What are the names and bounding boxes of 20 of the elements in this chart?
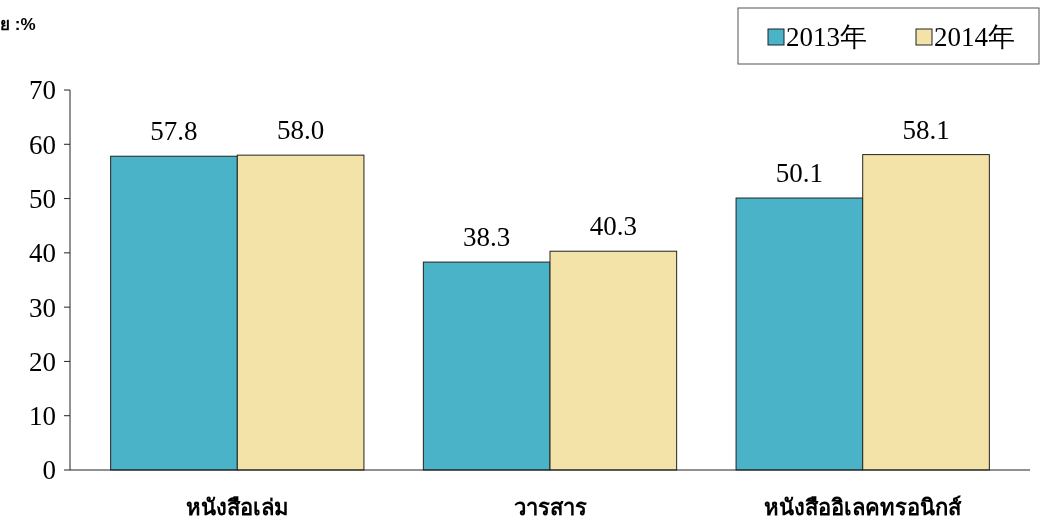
y-axis-title: ย :%: [0, 15, 36, 34]
x-tick-label: วารสาร: [513, 495, 587, 520]
y-tick-label: 70: [29, 75, 56, 106]
x-tick-label: หนังสืออิเลคทรอนิกส์: [764, 495, 963, 520]
y-tick-label: 40: [29, 238, 56, 269]
text: 38.3: [463, 222, 511, 253]
y-tick-label: 10: [29, 401, 56, 432]
x-tick-label: หนังสือเล่ม: [185, 495, 289, 520]
text: 58.0: [276, 115, 325, 146]
y-tick-label: 60: [29, 129, 56, 160]
text: 50.1: [775, 158, 824, 189]
legend-label: 2014年: [934, 22, 1015, 52]
text: 57.8: [150, 116, 198, 147]
y-tick-label: 0: [42, 455, 56, 486]
y-tick-label: 20: [29, 346, 56, 377]
text: 40.3: [589, 211, 637, 242]
text: 58.1: [902, 114, 950, 145]
y-tick-label: 50: [29, 184, 56, 215]
y-tick-label: 30: [29, 292, 56, 323]
legend-label: 2013年: [786, 22, 867, 52]
